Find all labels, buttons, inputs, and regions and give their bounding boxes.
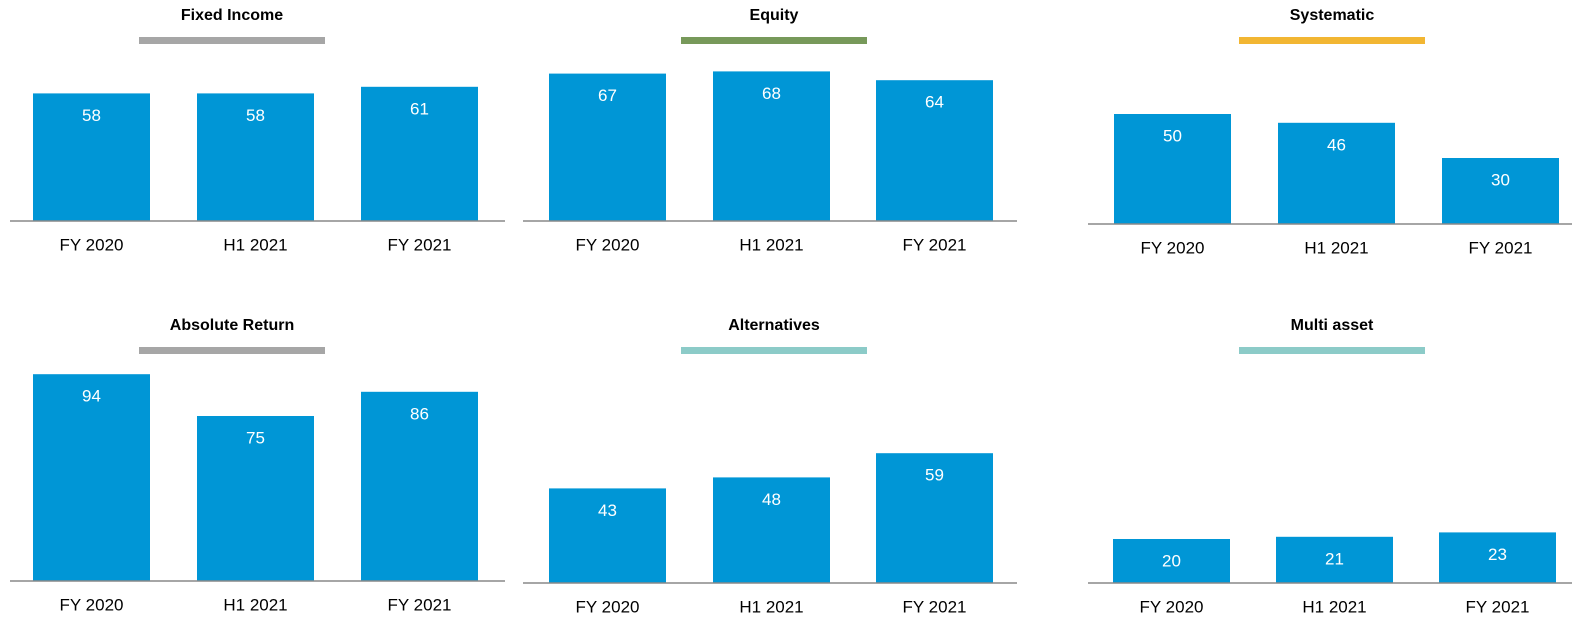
title-underline (1239, 37, 1425, 44)
value-label: 68 (762, 84, 781, 103)
bar (713, 71, 830, 222)
bar (1114, 114, 1231, 224)
chart-panel: Fixed Income 58 FY 2020 58 H1 2021 61 FY 2021 (10, 7, 505, 254)
chart-title: Absolute Return (170, 317, 294, 334)
x-tick-label: FY 2021 (1466, 597, 1530, 616)
value-label: 50 (1163, 126, 1182, 145)
x-tick-label: H1 2021 (223, 595, 287, 614)
x-tick-label: FY 2020 (60, 595, 124, 614)
x-tick-label: FY 2020 (60, 235, 124, 254)
chart-panel: Absolute Return 94 FY 2020 75 H1 2021 86 FY 20… (10, 317, 505, 614)
bar (197, 416, 314, 581)
bar (713, 477, 830, 583)
title-underline (139, 37, 325, 44)
value-label: 59 (925, 466, 944, 485)
value-label: 23 (1488, 545, 1507, 564)
x-tick-label: H1 2021 (739, 597, 803, 616)
x-tick-label: H1 2021 (1304, 238, 1368, 257)
value-label: 20 (1162, 551, 1181, 570)
x-tick-label: FY 2020 (1140, 597, 1204, 616)
title-underline (681, 347, 867, 354)
title-underline (1239, 347, 1425, 354)
x-tick-label: FY 2021 (903, 597, 967, 616)
bar (1276, 536, 1393, 583)
bar (876, 80, 993, 221)
bar (33, 374, 150, 581)
value-label: 43 (598, 501, 617, 520)
bar (1442, 158, 1559, 224)
bar (549, 73, 666, 221)
x-tick-label: FY 2021 (903, 235, 967, 254)
value-label: 67 (598, 86, 617, 105)
value-label: 64 (925, 93, 944, 112)
x-tick-label: H1 2021 (1302, 597, 1366, 616)
value-label: 30 (1491, 170, 1510, 189)
bar (197, 93, 314, 221)
x-tick-label: H1 2021 (223, 235, 287, 254)
title-underline (681, 37, 867, 44)
bar (1278, 122, 1395, 224)
title-underline (139, 347, 325, 354)
chart-title: Multi asset (1291, 317, 1374, 334)
x-tick-label: H1 2021 (739, 235, 803, 254)
bar (361, 86, 478, 221)
chart-title: Fixed Income (181, 7, 283, 24)
x-tick-label: FY 2021 (388, 235, 452, 254)
x-tick-label: FY 2020 (1141, 238, 1205, 257)
chart-title: Alternatives (728, 317, 820, 334)
x-tick-label: FY 2020 (576, 597, 640, 616)
chart-panel: Multi asset 20 FY 2020 21 H1 2021 23 FY 2021 (1088, 317, 1572, 616)
value-label: 75 (246, 428, 265, 447)
value-label: 58 (246, 106, 265, 125)
value-label: 58 (82, 106, 101, 125)
bar (876, 453, 993, 583)
value-label: 94 (82, 387, 101, 406)
value-label: 21 (1325, 549, 1344, 568)
x-tick-label: FY 2021 (1469, 238, 1533, 257)
chart-title: Equity (750, 7, 799, 24)
bar (1113, 539, 1230, 583)
chart-panel: Systematic 50 FY 2020 46 H1 2021 30 FY 2021 (1088, 7, 1572, 257)
value-label: 86 (410, 404, 429, 423)
x-tick-label: FY 2021 (388, 595, 452, 614)
value-label: 46 (1327, 135, 1346, 154)
bar (361, 391, 478, 581)
x-tick-label: FY 2020 (576, 235, 640, 254)
chart-panel: Alternatives 43 FY 2020 48 H1 2021 59 FY 2021 (523, 317, 1017, 616)
value-label: 61 (410, 99, 429, 118)
value-label: 48 (762, 490, 781, 509)
chart-title: Systematic (1290, 7, 1375, 24)
bar (33, 93, 150, 221)
bar (1439, 532, 1556, 583)
bar (549, 488, 666, 583)
chart-panel: Equity 67 FY 2020 68 H1 2021 64 FY 2021 (523, 7, 1017, 254)
